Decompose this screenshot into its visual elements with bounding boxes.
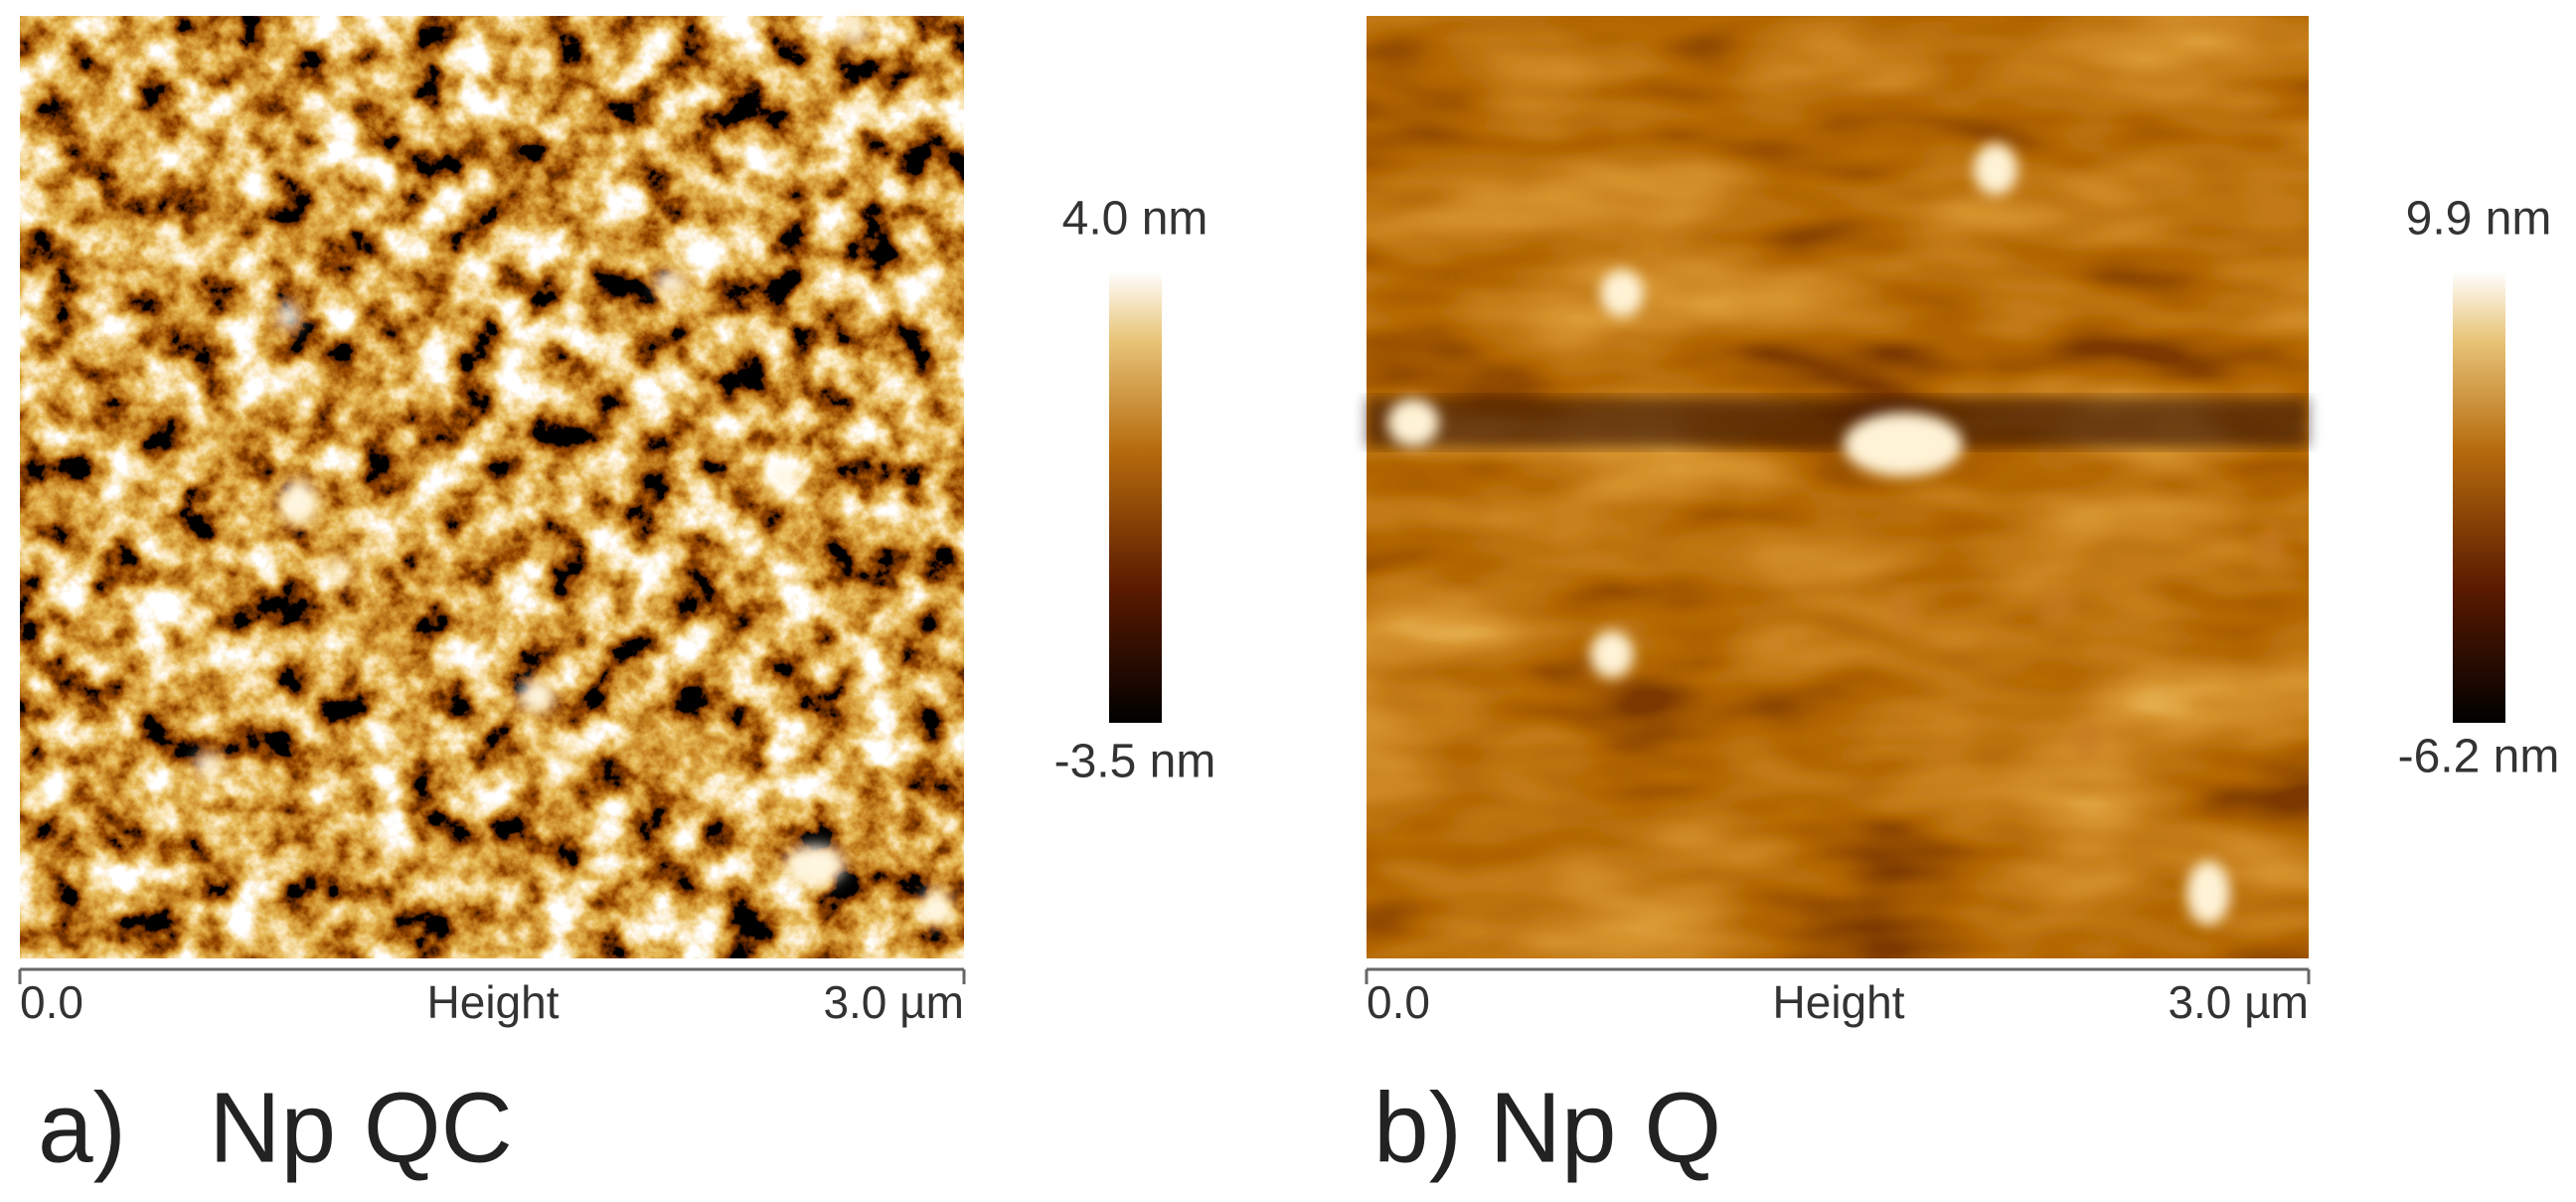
- axis-title: Height: [427, 976, 560, 1028]
- panel-a: 4.0 nm -3.5 nm 0.0 Height 3.0 µm a) Np Q…: [18, 16, 1216, 1183]
- scale-min: -6.2 nm: [2398, 731, 2560, 783]
- color-bar: [2453, 271, 2505, 723]
- afm-image: [20, 16, 964, 958]
- afm-image: [1367, 16, 2309, 958]
- scale-max: 9.9 nm: [2406, 193, 2552, 246]
- panel-label: b) Np Q: [1373, 1072, 1721, 1183]
- dark-band: [1367, 398, 2309, 447]
- axis-title: Height: [1773, 976, 1905, 1028]
- bright-features: [1387, 143, 2230, 925]
- panel-b: 9.9 nm -6.2 nm 0.0 Height 3.0 µm b) Np Q: [1365, 16, 2560, 1183]
- axis-start: 0.0: [1367, 976, 1430, 1028]
- axis-start: 0.0: [20, 976, 83, 1028]
- axis-end: 3.0 µm: [823, 976, 964, 1028]
- panel-label: a) Np QC: [38, 1072, 513, 1183]
- scale-max: 4.0 nm: [1062, 193, 1208, 246]
- dim-features: [1889, 521, 2285, 761]
- bright-features: [195, 16, 950, 925]
- axis-end: 3.0 µm: [2168, 976, 2309, 1028]
- color-bar: [1109, 271, 1162, 723]
- scale-min: -3.5 nm: [1054, 736, 1216, 788]
